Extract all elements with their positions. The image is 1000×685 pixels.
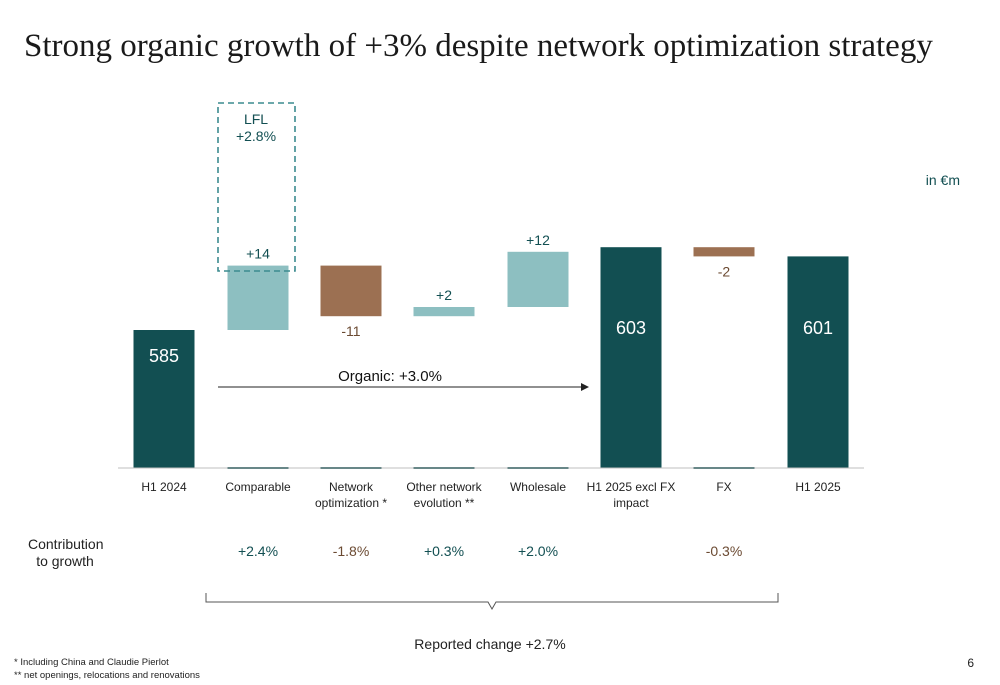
contribution-value-3: +0.3% bbox=[424, 543, 464, 559]
bar-1 bbox=[227, 265, 289, 330]
value-label-1: +14 bbox=[246, 246, 270, 262]
page-title: Strong organic growth of +3% despite net… bbox=[24, 28, 933, 64]
bars-group bbox=[133, 247, 849, 469]
contribution-value-4: +2.0% bbox=[518, 543, 558, 559]
footnote-1: * Including China and Claudie Pierlot bbox=[14, 657, 169, 668]
bar-6 bbox=[693, 247, 755, 257]
footnote-2: ** net openings, relocations and renovat… bbox=[14, 670, 200, 681]
lfl-label: LFL +2.8% bbox=[236, 111, 276, 144]
contribution-value-1: +2.4% bbox=[238, 543, 278, 559]
reported-change-brace bbox=[205, 593, 779, 611]
page-number: 6 bbox=[967, 656, 974, 670]
x-tick-label-1: Comparable bbox=[225, 480, 291, 494]
x-tick-label-6: FX bbox=[716, 480, 731, 494]
bar-7 bbox=[787, 256, 849, 468]
value-label-4: +12 bbox=[526, 232, 550, 248]
x-tick-label-0: H1 2024 bbox=[141, 480, 187, 494]
bar-2 bbox=[320, 265, 382, 317]
x-tick-label-3: Other network evolution ** bbox=[406, 480, 482, 510]
x-tick-label-7: H1 2025 bbox=[795, 480, 841, 494]
labels-group: 585 +14 -11 +2 +12 603 -2 601 bbox=[149, 232, 833, 366]
bar-3 bbox=[413, 307, 475, 317]
value-label-0: 585 bbox=[149, 346, 179, 366]
organic-label: Organic: +3.0% bbox=[338, 368, 442, 385]
value-label-6: -2 bbox=[718, 263, 731, 279]
bar-0 bbox=[133, 330, 195, 468]
lfl-dashed-box bbox=[217, 102, 296, 272]
value-label-5: 603 bbox=[616, 318, 646, 338]
reported-change-label: Reported change +2.7% bbox=[414, 636, 566, 652]
contribution-value-6: -0.3% bbox=[706, 543, 743, 559]
value-label-7: 601 bbox=[803, 318, 833, 338]
contribution-label: Contribution to growth bbox=[28, 536, 104, 569]
value-label-2: -11 bbox=[341, 323, 360, 339]
contribution-values: +2.4% -1.8% +0.3% +2.0% -0.3% bbox=[238, 543, 742, 559]
unit-label: in €m bbox=[925, 172, 960, 188]
value-label-3: +2 bbox=[436, 287, 452, 303]
x-tick-label-2: Network optimization * bbox=[315, 480, 387, 510]
contribution-value-2: -1.8% bbox=[333, 543, 370, 559]
bar-5 bbox=[600, 247, 662, 468]
x-tick-labels: H1 2024 Comparable Network optimization * Ot… bbox=[141, 480, 841, 510]
x-tick-label-4: Wholesale bbox=[510, 480, 566, 494]
bar-4 bbox=[507, 251, 569, 307]
x-tick-label-5: H1 2025 excl FX impact bbox=[587, 480, 676, 510]
